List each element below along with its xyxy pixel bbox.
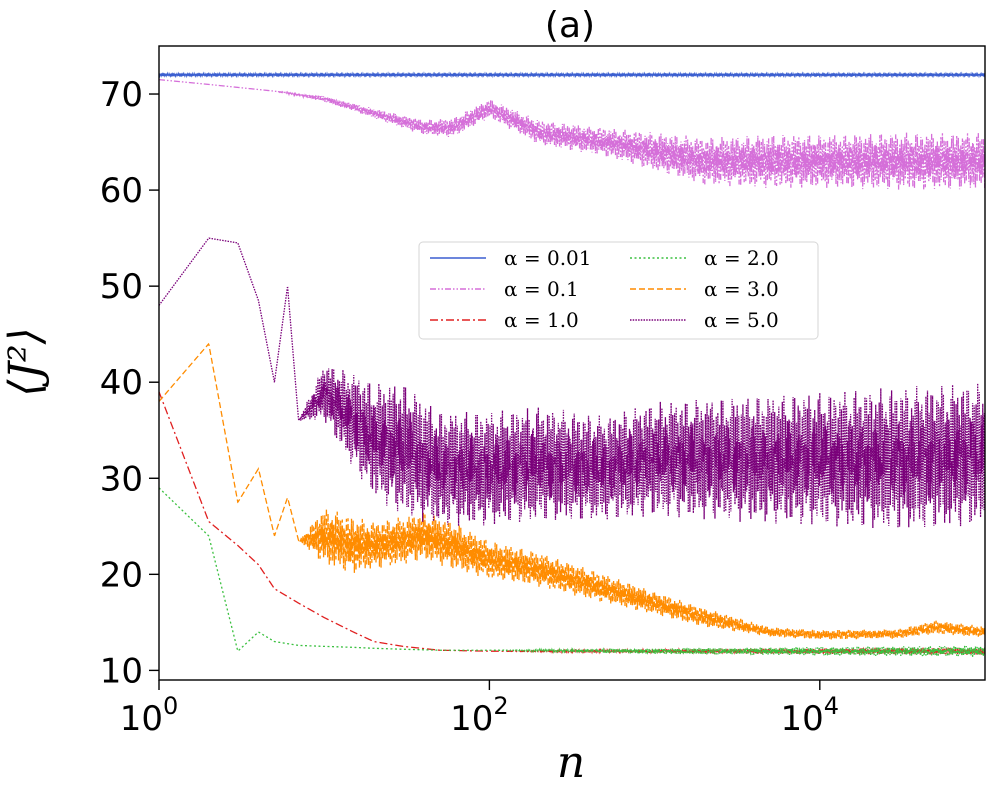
y-tick-label: 30 xyxy=(100,459,143,499)
y-tick-label: 10 xyxy=(100,651,143,691)
series-layer xyxy=(159,71,985,657)
chart-title: (a) xyxy=(545,5,595,46)
series-3 xyxy=(159,487,985,657)
x-tick-label: 102 xyxy=(450,692,509,739)
x-tick-exp: 4 xyxy=(824,692,839,720)
y-tick-label: 50 xyxy=(100,267,143,307)
series-line xyxy=(159,71,985,79)
y-tick-label: 60 xyxy=(100,171,143,211)
x-tick-base: 10 xyxy=(781,699,824,739)
y-tick-label: 20 xyxy=(100,555,143,595)
legend-label: α = 1.0 xyxy=(504,308,579,332)
x-tick-base: 10 xyxy=(450,699,493,739)
series-line xyxy=(159,78,985,190)
plot-frame xyxy=(158,45,986,681)
legend-label: α = 3.0 xyxy=(704,277,779,301)
y-axis-label: ⟨J²⟩ xyxy=(0,327,51,397)
series-line xyxy=(159,391,985,656)
series-5 xyxy=(159,237,985,529)
x-tick-base: 10 xyxy=(120,699,163,739)
legend-label: α = 0.1 xyxy=(504,277,579,301)
legend-label: α = 5.0 xyxy=(704,308,779,332)
series-4 xyxy=(159,342,985,640)
x-tick-label: 104 xyxy=(781,692,840,739)
series-0 xyxy=(159,71,985,79)
legend-box xyxy=(418,241,819,340)
y-tick-label: 70 xyxy=(100,75,143,115)
y-tick-label: 40 xyxy=(100,363,143,403)
x-tick-label: 100 xyxy=(120,692,179,739)
legend-label: α = 2.0 xyxy=(704,246,779,270)
x-tick-exp: 0 xyxy=(163,692,178,720)
legend: α = 0.01 α = 0.1 α = 1.0 α = 2.0 α = 3.0 α = … xyxy=(418,241,819,340)
series-2 xyxy=(159,391,985,656)
legend-label: α = 0.01 xyxy=(504,246,592,270)
series-line xyxy=(159,342,985,640)
series-line xyxy=(159,237,985,529)
x-axis-label: n xyxy=(557,737,585,788)
series-1 xyxy=(159,78,985,190)
series-line xyxy=(159,487,985,657)
x-tick-exp: 2 xyxy=(493,692,508,720)
